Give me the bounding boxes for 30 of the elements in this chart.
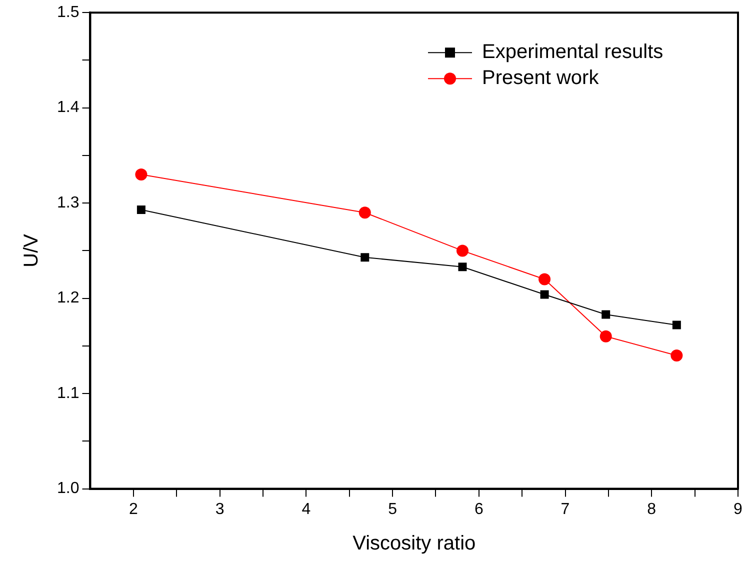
x-tick-label: 3 xyxy=(215,500,224,518)
point xyxy=(538,273,551,286)
legend-label: Experimental results xyxy=(482,41,664,64)
legend-label: Present work xyxy=(482,67,600,90)
x-tick-label: 7 xyxy=(560,500,570,518)
point xyxy=(135,168,148,181)
x-tick-label: 9 xyxy=(734,500,743,518)
point xyxy=(360,253,370,262)
point xyxy=(602,310,610,319)
y-tick-label: 1.0 xyxy=(56,480,80,498)
point xyxy=(136,206,146,214)
point xyxy=(358,206,371,219)
point xyxy=(670,349,683,362)
y-tick-label: 1.1 xyxy=(56,384,80,402)
point xyxy=(672,320,681,330)
y-tick-label: 1.3 xyxy=(56,194,80,212)
y-tick-label: 1.2 xyxy=(56,290,80,307)
y-tick-label: 1.5 xyxy=(56,4,80,22)
point xyxy=(458,262,467,272)
x-tick-label: 8 xyxy=(647,500,656,518)
point xyxy=(600,330,612,342)
x-axis-title: Viscosity ratio xyxy=(352,532,476,555)
point xyxy=(456,244,468,257)
x-tick-label: 4 xyxy=(302,500,311,518)
point xyxy=(540,290,549,299)
x-tick-label: 5 xyxy=(388,500,398,518)
y-tick-label: 1.4 xyxy=(56,99,80,116)
x-tick-label: 2 xyxy=(128,500,138,518)
x-tick-label: 6 xyxy=(474,500,484,518)
y-axis-title: U/V xyxy=(20,233,43,268)
